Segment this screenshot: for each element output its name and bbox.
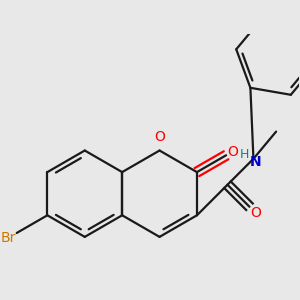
Text: Br: Br [1, 231, 16, 244]
Text: O: O [250, 206, 261, 220]
Text: N: N [250, 155, 261, 169]
Text: O: O [154, 130, 165, 144]
Text: H: H [239, 148, 249, 161]
Text: O: O [227, 145, 238, 159]
